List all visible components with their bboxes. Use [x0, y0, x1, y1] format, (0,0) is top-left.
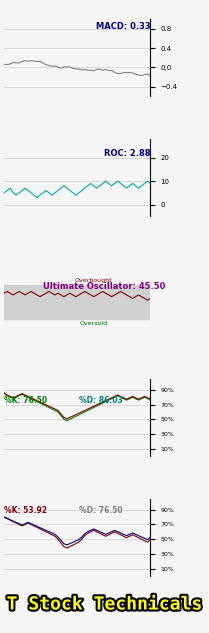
- Text: %K: 53.92: %K: 53.92: [4, 506, 50, 515]
- Text: Overbought: Overbought: [75, 278, 113, 283]
- Text: %D: 86.03: %D: 86.03: [79, 396, 123, 404]
- Text: MACD: 0.33: MACD: 0.33: [96, 22, 150, 31]
- Text: %D: 76.50: %D: 76.50: [79, 506, 123, 515]
- Text: Oversold: Oversold: [80, 321, 108, 326]
- Text: ROC: 2.88: ROC: 2.88: [104, 149, 150, 158]
- Text: %K: 76.50: %K: 76.50: [4, 396, 50, 404]
- Text: Ultimate Oscillator: 45.50: Ultimate Oscillator: 45.50: [43, 282, 166, 291]
- Text: T Stock Technicals: T Stock Technicals: [7, 596, 202, 613]
- Bar: [4, 285, 150, 319]
